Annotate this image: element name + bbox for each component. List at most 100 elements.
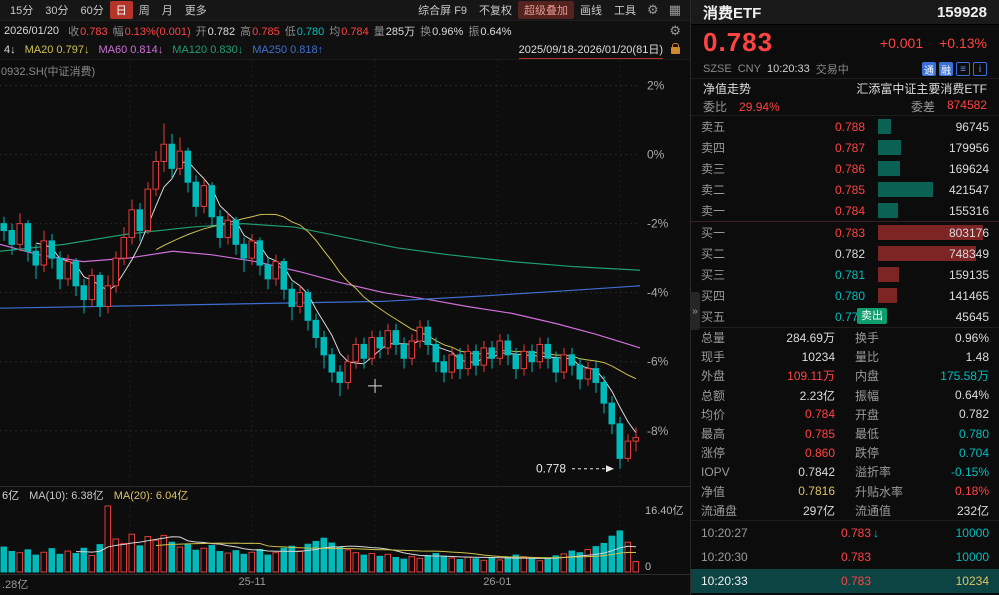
- bid-row[interactable]: 买三 0.781 159135: [691, 264, 999, 285]
- quote-avg-label: 均: [329, 26, 341, 38]
- quote-time: 10:20:33: [766, 63, 810, 75]
- period-60min[interactable]: 60分: [80, 5, 104, 17]
- stat-cell: 总量 284.69万: [701, 329, 835, 346]
- x-axis-label: .28亿: [1, 579, 29, 591]
- exchange-label: SZSE: [703, 63, 732, 75]
- period-more[interactable]: 更多: [184, 5, 207, 17]
- ask-book: 卖五 0.788 96745 卖四 0.787 179956 卖三 0.786 169624 卖二…: [691, 116, 999, 221]
- x-axis-labels: .28亿 25-11 26-01: [0, 576, 690, 592]
- book-divider: [691, 221, 999, 222]
- book-level-label: 买四: [701, 289, 726, 303]
- stat-cell: 换手 0.96%: [855, 329, 989, 346]
- stat-label: 溢折率: [855, 465, 892, 480]
- lock-icon[interactable]: [671, 42, 680, 54]
- ask-depth-bar: [878, 161, 901, 176]
- stat-value: 284.69万: [786, 331, 835, 346]
- stat-label: 跌停: [855, 446, 880, 461]
- bid-row[interactable]: 买一 0.783 803176: [691, 222, 999, 243]
- stock-badges: 通融 ≡ i: [922, 62, 987, 77]
- quote-turnover: 换0.96%: [420, 23, 463, 39]
- svg-text:-8%: -8%: [647, 424, 669, 438]
- book-level-label: 买一: [701, 226, 726, 240]
- tool-tools[interactable]: 工具: [614, 5, 637, 17]
- quote-amplitude: 振0.64%: [468, 23, 511, 39]
- stat-label: 量比: [855, 350, 880, 365]
- period-day[interactable]: 日: [109, 1, 133, 19]
- stats-row: 总量 284.69万 换手 0.96%: [691, 328, 999, 347]
- book-level-label: 卖四: [701, 141, 726, 155]
- quote-high: 高0.785: [240, 23, 280, 39]
- tool-draw-line[interactable]: 画线: [580, 5, 603, 17]
- price-chart[interactable]: 2% 0% -2% -4% -6% -8% 0.778: [0, 60, 690, 486]
- tick-list[interactable]: 10:20:27 0.783 ↓ 10000 10:20:30 0.783 10000 10:…: [691, 521, 999, 593]
- panel-collapse-handle[interactable]: »: [690, 292, 700, 330]
- volume-partial-label: 6亿: [2, 490, 20, 502]
- stat-value: 0.704: [958, 445, 989, 460]
- stat-label: 开盘: [855, 407, 880, 422]
- tool-composite-screen[interactable]: 综合屏 F9: [418, 5, 468, 17]
- tick-volume: 10000: [955, 549, 989, 564]
- svg-text:0%: 0%: [647, 148, 665, 162]
- stats-row: 流通盘 297亿 流通值 232亿: [691, 501, 999, 520]
- commission-ratio-row: 委比 29.94% 委差 874582: [691, 98, 999, 116]
- ask-row[interactable]: 卖一 0.784 155316: [691, 200, 999, 221]
- ask-row[interactable]: 卖三 0.786 169624: [691, 158, 999, 179]
- stat-cell: 跌停 0.704: [855, 444, 989, 461]
- tick-row: 10:20:27 0.783 ↓ 10000: [691, 521, 999, 545]
- period-week[interactable]: 周: [138, 5, 150, 17]
- book-price: 0.784: [835, 203, 866, 218]
- bid-book: 买一 0.783 803176 买二 0.782 748349 买三 0.781 159135 买…: [691, 222, 999, 327]
- book-price: 0.787: [835, 140, 866, 155]
- tick-price: 0.783: [841, 549, 872, 564]
- stat-value: 1.48: [965, 349, 989, 364]
- chart-tools: 综合屏 F9 不复权 超级叠加 画线 工具 ⚙ ▦: [412, 1, 686, 19]
- stat-cell: 流通值 232亿: [855, 502, 989, 519]
- currency-label: CNY: [737, 63, 761, 75]
- stat-label: 最高: [701, 427, 726, 442]
- nav-trend-link[interactable]: 净值走势: [703, 82, 752, 96]
- ask-row[interactable]: 卖四 0.787 179956: [691, 137, 999, 158]
- book-level-label: 买二: [701, 247, 726, 261]
- quote-turnover-value: 0.96%: [432, 26, 464, 38]
- ask-row[interactable]: 卖二 0.785 421547: [691, 179, 999, 200]
- period-15min[interactable]: 15分: [10, 5, 34, 17]
- stat-cell: 溢折率 -0.15%: [855, 463, 989, 480]
- ask-row[interactable]: 卖五 0.788 96745: [691, 116, 999, 137]
- bid-depth-bar: [878, 288, 897, 303]
- period-buttons: 15分 30分 60分日周月更多: [4, 1, 213, 19]
- period-toolbar: 15分 30分 60分日周月更多 综合屏 F9 不复权 超级叠加 画线 工具 ⚙ ▦: [0, 0, 690, 21]
- bid-row[interactable]: 买四 0.780 141465: [691, 285, 999, 306]
- quote-low: 低0.780: [285, 23, 325, 39]
- trade-direction-tag: 卖出: [857, 308, 887, 324]
- bid-row[interactable]: 买五 0.779 卖出 45645: [691, 306, 999, 327]
- volume-chart[interactable]: 16.40亿 0: [0, 500, 690, 574]
- last-price: 0.783: [703, 27, 774, 57]
- margin-badge-1[interactable]: 融: [939, 62, 953, 77]
- bid-row[interactable]: 买二 0.782 748349: [691, 243, 999, 264]
- bid-depth-bar: [878, 225, 983, 240]
- margin-badge-0[interactable]: 通: [922, 62, 936, 77]
- ma-values: MA20 0.797↓ MA60 0.814↓ MA120 0.830↓ MA250 …: [25, 44, 333, 56]
- tick-price: 0.783: [841, 525, 872, 540]
- tool-super-overlay[interactable]: 超级叠加: [518, 1, 575, 19]
- stat-cell: IOPV 0.7842: [701, 465, 835, 479]
- panel-info-icon-0[interactable]: ≡: [956, 62, 970, 76]
- bid-depth-bar: [878, 267, 899, 282]
- stock-code: 159928: [936, 3, 987, 21]
- tool-no-adjust[interactable]: 不复权: [479, 5, 513, 17]
- period-month[interactable]: 月: [161, 5, 173, 17]
- layout-icon[interactable]: ▦: [668, 2, 681, 17]
- stat-value: 2.23亿: [799, 388, 835, 403]
- quote-close-label: 收: [68, 26, 80, 38]
- stats-row: 现手 10234 量比 1.48: [691, 347, 999, 366]
- svg-text:16.40亿: 16.40亿: [645, 504, 684, 517]
- price-change-pct: +0.13%: [939, 34, 987, 51]
- panel-info-icon-1[interactable]: i: [973, 62, 987, 76]
- book-price: 0.788: [835, 119, 866, 134]
- book-price: 0.782: [835, 246, 866, 261]
- quote-settings-icon[interactable]: ⚙: [669, 23, 681, 38]
- period-30min[interactable]: 30分: [45, 5, 69, 17]
- stat-value: 0.64%: [954, 388, 989, 403]
- gear-icon[interactable]: ⚙: [647, 2, 659, 17]
- stats-row: 均价 0.784 开盘 0.782: [691, 405, 999, 424]
